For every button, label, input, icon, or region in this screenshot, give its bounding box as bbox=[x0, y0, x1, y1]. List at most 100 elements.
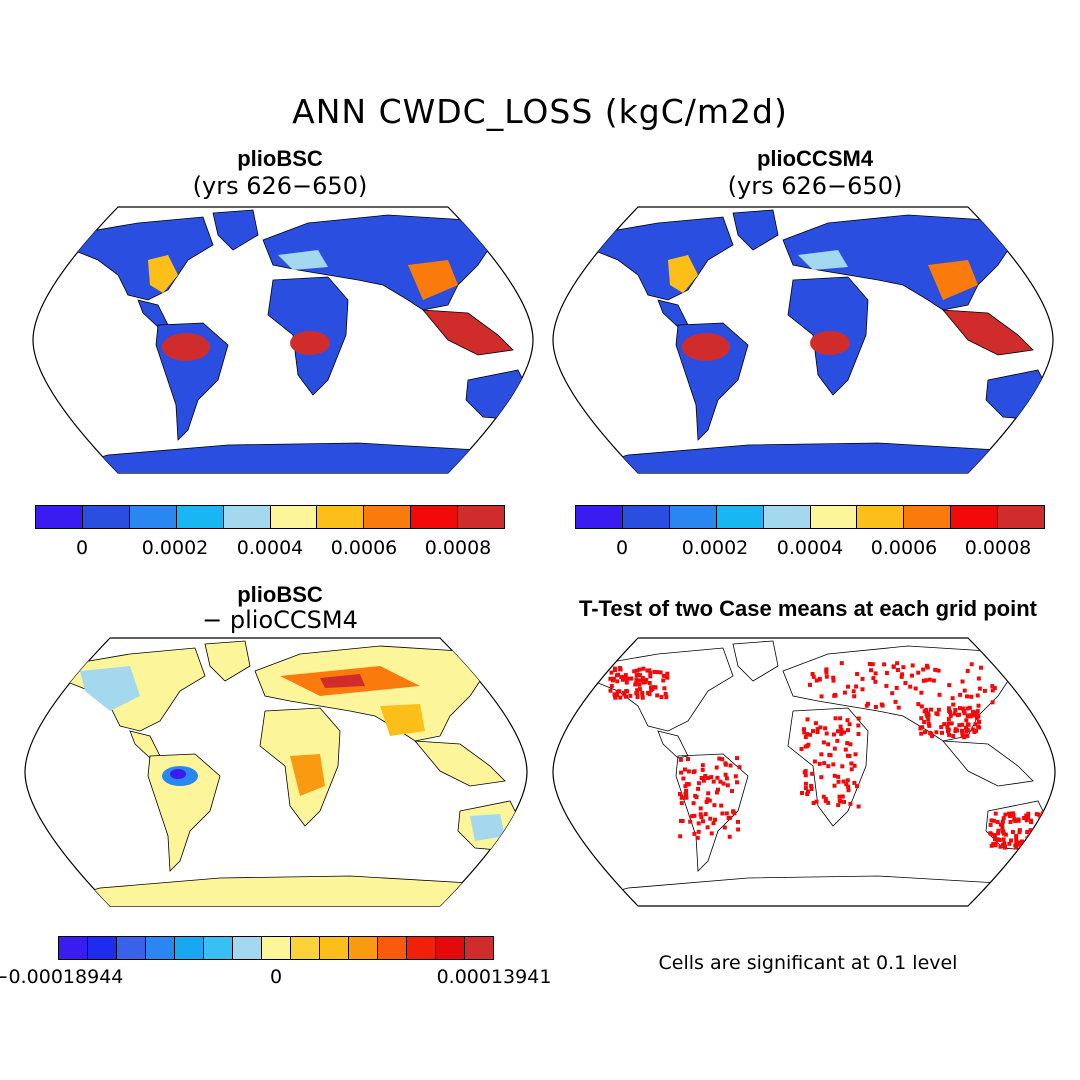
colorbar-segment bbox=[349, 937, 378, 959]
significant-cell bbox=[933, 667, 938, 672]
significant-cell bbox=[847, 722, 852, 727]
significant-cell bbox=[678, 757, 683, 762]
colorbar-segment bbox=[129, 506, 177, 528]
significant-cell bbox=[924, 663, 929, 668]
significant-cell bbox=[1000, 828, 1005, 833]
significant-cell bbox=[696, 821, 701, 826]
significant-cell bbox=[620, 677, 625, 682]
significant-cell bbox=[703, 812, 708, 817]
significant-cell bbox=[950, 696, 955, 701]
significant-cell bbox=[846, 784, 851, 789]
significant-cell bbox=[718, 779, 723, 784]
colorbar-segment bbox=[465, 937, 493, 959]
significant-cell bbox=[964, 725, 969, 730]
significant-cell bbox=[1040, 831, 1045, 836]
significant-cell bbox=[831, 762, 836, 767]
significant-cell bbox=[968, 714, 973, 719]
significant-cell bbox=[803, 786, 808, 791]
significant-cell bbox=[982, 688, 987, 693]
significant-cell bbox=[965, 706, 970, 711]
significant-cell bbox=[700, 767, 705, 772]
significant-cell bbox=[852, 763, 857, 768]
significant-cell bbox=[819, 775, 824, 780]
significant-cell bbox=[903, 681, 908, 685]
significant-cell bbox=[846, 788, 851, 793]
significant-cell bbox=[947, 683, 952, 688]
significant-cell bbox=[896, 705, 901, 710]
significant-cell bbox=[967, 705, 972, 710]
significant-cell bbox=[1034, 842, 1039, 847]
significant-cell bbox=[965, 669, 970, 673]
significant-cell bbox=[838, 799, 843, 804]
significant-cell bbox=[1017, 830, 1022, 835]
colorbar-segment bbox=[233, 937, 262, 959]
significant-cell bbox=[840, 764, 845, 769]
significant-cell bbox=[971, 713, 976, 718]
significant-cell bbox=[990, 700, 995, 705]
significant-cell bbox=[617, 666, 622, 670]
significant-cell bbox=[1011, 813, 1016, 818]
significant-cell bbox=[1003, 845, 1007, 850]
colorbar-segment bbox=[622, 506, 670, 528]
significant-cell bbox=[962, 688, 967, 693]
significant-cell bbox=[1010, 830, 1015, 834]
significant-cell bbox=[947, 709, 952, 714]
significant-cell bbox=[833, 692, 838, 697]
significant-cell bbox=[1017, 840, 1022, 845]
significant-cell bbox=[707, 798, 712, 803]
cbar-tick-label: 0 bbox=[75, 537, 89, 559]
significant-cell bbox=[730, 789, 734, 794]
significant-cell bbox=[919, 731, 924, 736]
colorbar-segment bbox=[951, 506, 999, 528]
significant-cell bbox=[634, 677, 639, 682]
significant-cell bbox=[643, 680, 648, 685]
colorbar-segment bbox=[810, 506, 858, 528]
significant-cell bbox=[665, 675, 670, 680]
significant-cell bbox=[608, 688, 613, 693]
significant-cell bbox=[952, 711, 957, 716]
significant-cell bbox=[1028, 828, 1033, 833]
significant-cell bbox=[842, 690, 847, 695]
significant-cell bbox=[802, 730, 807, 735]
significant-cell bbox=[609, 670, 614, 675]
significant-cell bbox=[831, 678, 836, 683]
significant-cell bbox=[846, 728, 850, 733]
significant-cell bbox=[814, 799, 819, 804]
cbar-tick-label: 0.0004 bbox=[776, 537, 844, 559]
significant-cell bbox=[1020, 839, 1024, 844]
significant-cell bbox=[951, 734, 956, 738]
panel-title-top-right: plioCCSM4 bbox=[756, 146, 874, 171]
significant-cell bbox=[637, 682, 642, 687]
significant-cell bbox=[720, 811, 725, 816]
significant-cell bbox=[1038, 844, 1043, 849]
significant-cell bbox=[947, 732, 952, 737]
significant-cell bbox=[685, 782, 690, 786]
significant-cell bbox=[879, 702, 884, 707]
significant-cell bbox=[640, 695, 645, 700]
significant-cell bbox=[988, 831, 993, 836]
significant-cell bbox=[714, 765, 719, 770]
significant-cell bbox=[810, 771, 815, 776]
significant-cell bbox=[684, 789, 689, 793]
significant-cell bbox=[613, 695, 618, 700]
significant-cell bbox=[809, 783, 814, 788]
significant-cell bbox=[1013, 843, 1018, 848]
significant-cell bbox=[627, 676, 632, 681]
significant-cell bbox=[957, 706, 962, 711]
significant-cell bbox=[846, 684, 850, 689]
significant-cell bbox=[923, 678, 928, 683]
significant-cell bbox=[1022, 816, 1027, 820]
significant-cell bbox=[934, 730, 939, 735]
colorbar-segment bbox=[669, 506, 717, 528]
significant-cell bbox=[713, 817, 717, 822]
significant-cell bbox=[1003, 812, 1008, 817]
significant-cell bbox=[608, 676, 613, 681]
significant-cell bbox=[1023, 843, 1028, 848]
cbar-tick-label: 0.0006 bbox=[870, 537, 938, 559]
significant-cell bbox=[960, 730, 965, 735]
significant-cell bbox=[808, 682, 812, 687]
cbar-tick-label: 0.0002 bbox=[141, 537, 209, 559]
significant-cell bbox=[964, 718, 969, 723]
significant-cell bbox=[662, 686, 667, 691]
significant-cell bbox=[800, 791, 804, 795]
